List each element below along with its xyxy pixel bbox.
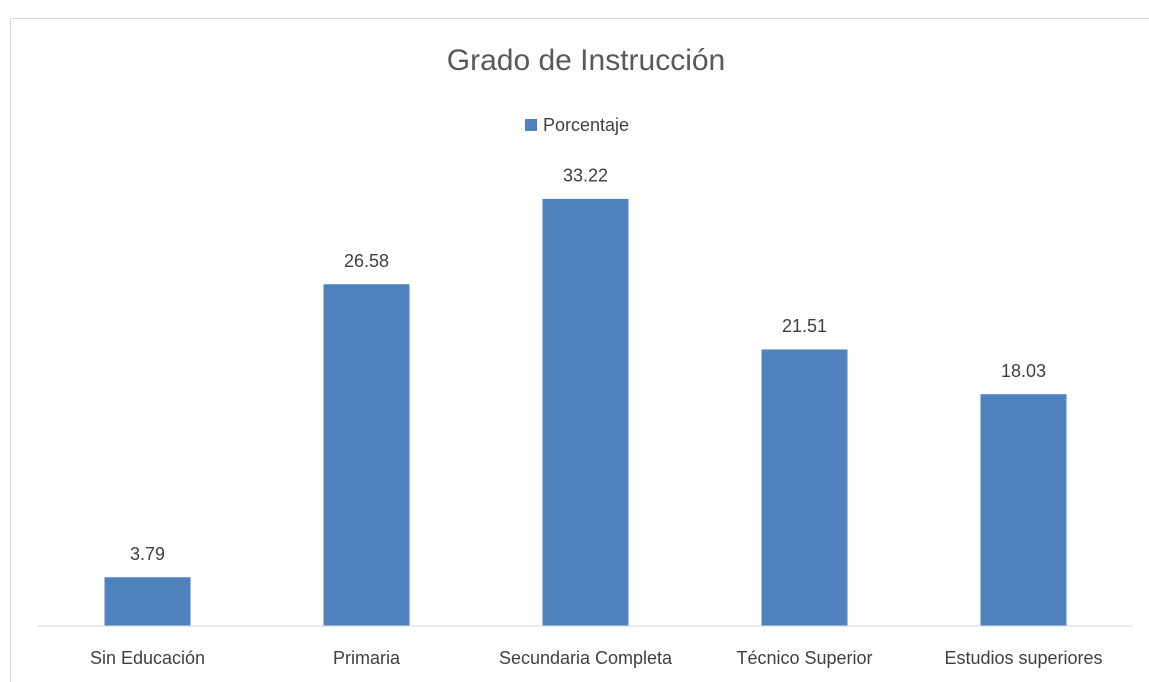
data-label: 33.22 [563,166,608,186]
legend-label: Porcentaje [543,115,629,135]
bar [542,198,629,626]
data-label: 26.58 [344,251,389,271]
bar [980,394,1067,626]
data-label: 21.51 [782,316,827,336]
bar [323,284,410,626]
x-tick-label: Técnico Superior [736,648,872,668]
bar [104,577,191,626]
data-label: 18.03 [1001,361,1046,381]
data-label: 3.79 [130,544,165,564]
bar [761,349,848,626]
chart-title: Grado de Instrucción [447,44,725,77]
x-tick-label: Estudios superiores [944,648,1102,668]
x-tick-label: Sin Educación [90,648,205,668]
x-tick-label: Secundaria Completa [499,648,673,668]
x-tick-label: Primaria [333,648,401,668]
legend-swatch [525,119,537,131]
